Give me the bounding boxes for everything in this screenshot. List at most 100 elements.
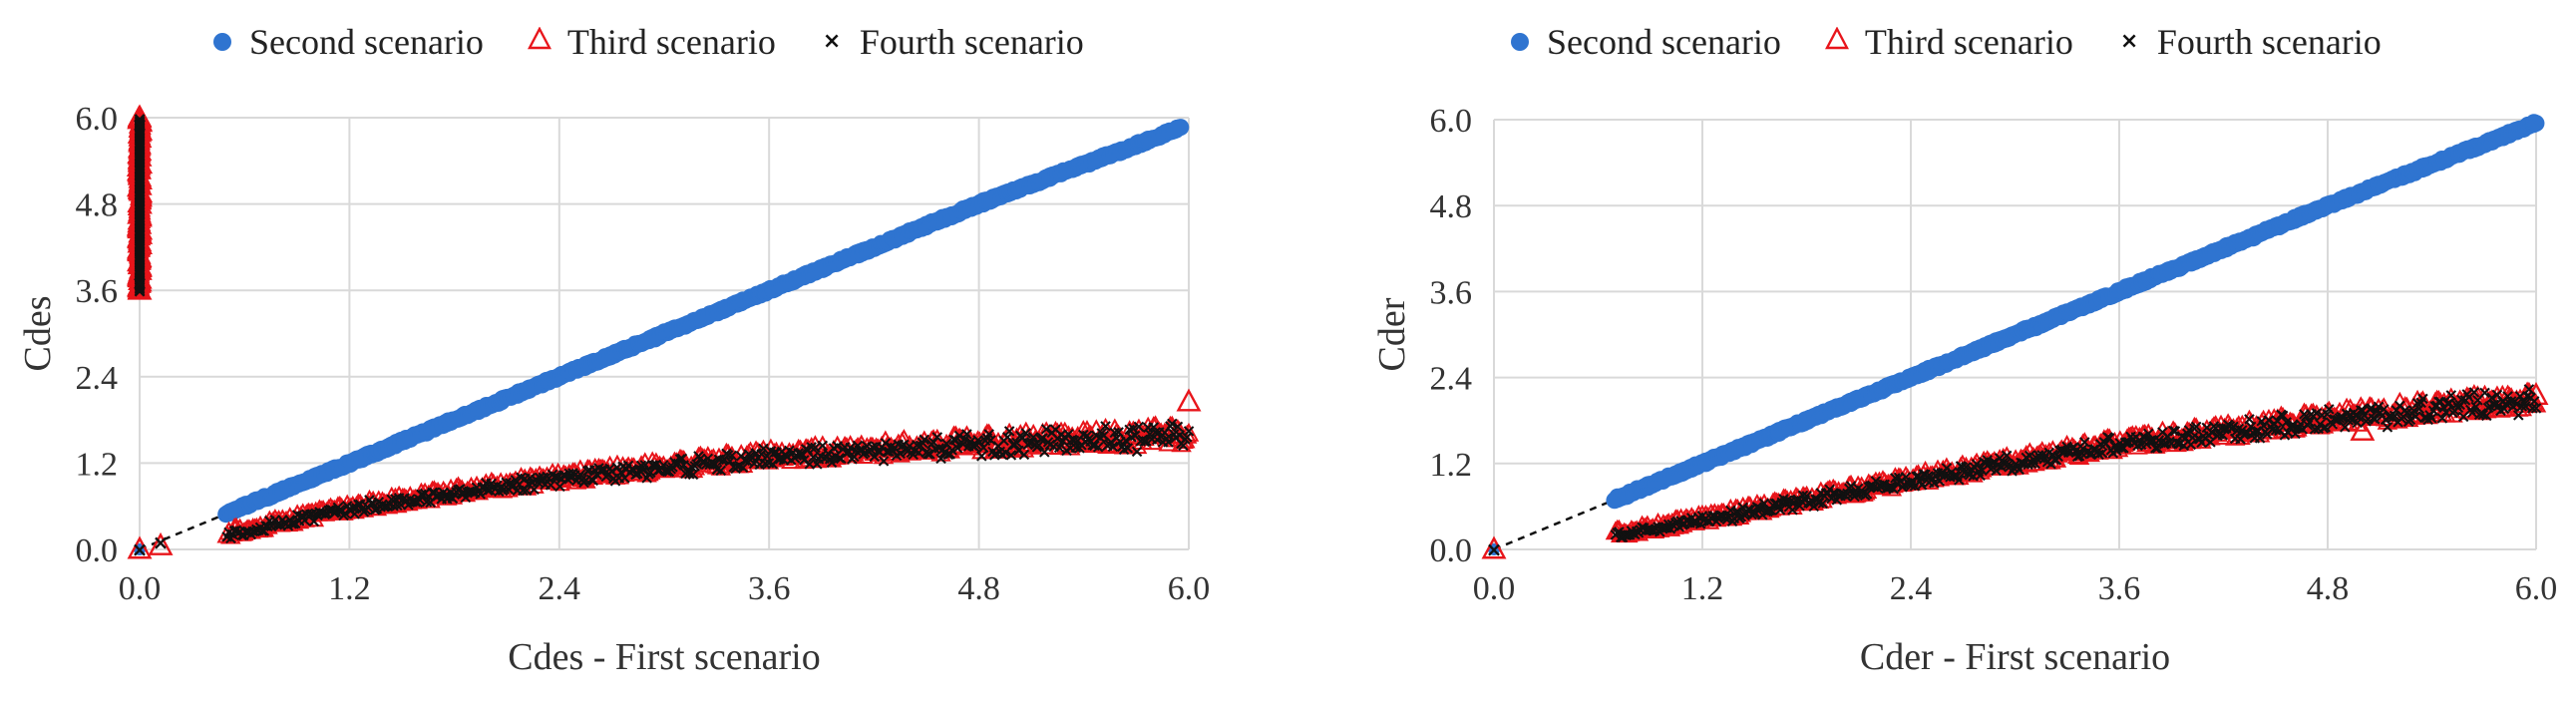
data-point-fourth: × xyxy=(423,492,438,513)
legend-item-third: Third scenario xyxy=(527,21,776,63)
data-point-fourth: × xyxy=(767,443,782,464)
data-point-fourth: × xyxy=(875,437,890,458)
data-point-fourth: × xyxy=(256,521,271,541)
data-point-fourth: × xyxy=(676,455,691,476)
data-point-fourth: × xyxy=(267,510,282,530)
data-point-fourth: × xyxy=(132,206,147,227)
x-axis-title: Cder - First scenario xyxy=(1860,636,2170,678)
data-point-fourth: × xyxy=(556,465,571,486)
data-point-fourth: × xyxy=(334,501,349,522)
x-tick-label: 4.8 xyxy=(2307,570,2350,607)
data-point-fourth: × xyxy=(290,505,305,526)
data-point-fourth: × xyxy=(444,482,459,503)
x-tick-label: 3.6 xyxy=(748,570,791,607)
data-point-fourth: × xyxy=(338,503,353,524)
data-point-fourth: × xyxy=(1165,413,1180,434)
data-point-fourth: × xyxy=(310,506,325,527)
data-point-fourth: × xyxy=(878,433,893,454)
data-point-fourth: × xyxy=(893,443,908,464)
data-point-fourth: × xyxy=(574,470,589,491)
data-point-fourth: × xyxy=(1050,429,1065,450)
data-point-fourth: × xyxy=(336,505,351,526)
data-point-fourth: × xyxy=(475,478,490,499)
data-point-fourth: × xyxy=(490,475,505,496)
data-point-fourth: × xyxy=(525,473,540,494)
data-point-fourth: × xyxy=(132,275,147,296)
data-point-fourth: × xyxy=(695,452,710,473)
data-point-fourth: × xyxy=(1157,423,1172,444)
data-point-fourth: × xyxy=(587,460,602,481)
data-point-fourth: × xyxy=(236,525,251,545)
data-point-fourth: × xyxy=(132,155,147,176)
data-point-fourth: × xyxy=(784,450,799,471)
data-point-fourth: × xyxy=(464,481,479,502)
data-point-fourth: × xyxy=(132,262,147,283)
data-point-fourth: × xyxy=(458,488,473,509)
data-point-fourth: × xyxy=(1028,435,1043,456)
data-point-fourth: × xyxy=(637,455,652,476)
data-point-fourth: × xyxy=(132,125,147,146)
data-point-fourth: × xyxy=(132,255,147,276)
x-tick-label: 2.4 xyxy=(539,570,581,607)
data-point-fourth: × xyxy=(1172,425,1187,446)
data-point-fourth: × xyxy=(251,520,266,540)
data-point-fourth: × xyxy=(706,453,721,474)
data-point-fourth: × xyxy=(808,437,823,458)
data-point-fourth: × xyxy=(132,228,147,249)
data-point-fourth: × xyxy=(275,510,290,530)
data-point-fourth: × xyxy=(245,521,260,541)
data-point-fourth: × xyxy=(1176,435,1191,456)
x-marker-icon: × xyxy=(822,29,842,54)
data-point-fourth: × xyxy=(505,476,520,497)
data-point-fourth: × xyxy=(658,460,673,481)
data-point-fourth: × xyxy=(132,128,147,149)
data-point-fourth: × xyxy=(132,165,147,185)
data-point-fourth: × xyxy=(1044,422,1059,443)
data-point-fourth: × xyxy=(238,522,253,542)
data-point-fourth: × xyxy=(611,468,626,489)
data-point-fourth: × xyxy=(132,229,147,250)
data-point-fourth: × xyxy=(473,484,488,505)
data-point-fourth: × xyxy=(538,475,552,496)
data-point-fourth: × xyxy=(132,183,147,204)
data-point-fourth: × xyxy=(964,435,979,456)
data-point-fourth: × xyxy=(1131,417,1146,438)
data-point-fourth: × xyxy=(1126,419,1141,440)
data-point-fourth: × xyxy=(1057,427,1072,448)
data-point-fourth: × xyxy=(342,499,357,520)
data-point-fourth: × xyxy=(966,436,981,457)
data-point-fourth: × xyxy=(1486,537,1503,561)
data-point-fourth: × xyxy=(886,440,901,461)
data-point-fourth: × xyxy=(427,483,442,504)
data-point-fourth: × xyxy=(1092,427,1107,448)
data-point-fourth: × xyxy=(260,516,275,536)
data-point-fourth: × xyxy=(602,459,617,480)
data-point-fourth: × xyxy=(628,465,643,486)
data-point-fourth: × xyxy=(687,456,702,477)
data-point-fourth: × xyxy=(700,449,715,470)
data-point-fourth: × xyxy=(1159,428,1174,449)
data-point-third xyxy=(697,445,719,465)
data-point-fourth: × xyxy=(1109,428,1124,449)
data-point-fourth: × xyxy=(456,483,471,504)
data-point-fourth: × xyxy=(232,521,247,541)
data-point-fourth: × xyxy=(806,447,821,468)
data-point-fourth: × xyxy=(132,134,147,155)
data-point-fourth: × xyxy=(1026,427,1041,448)
y-tick-label: 2.4 xyxy=(76,360,119,397)
y-tick-label: 3.6 xyxy=(1430,274,1473,311)
data-point-fourth: × xyxy=(810,454,825,475)
data-point-fourth: × xyxy=(153,530,170,554)
data-point-fourth: × xyxy=(406,491,421,512)
data-point-fourth: × xyxy=(132,148,147,169)
data-point-fourth: × xyxy=(904,443,919,464)
triangle-marker-icon xyxy=(527,27,553,57)
data-point-fourth: × xyxy=(869,437,884,458)
data-point-fourth: × xyxy=(132,171,147,191)
data-point-fourth: × xyxy=(992,441,1007,462)
data-point-fourth: × xyxy=(915,432,929,453)
data-point-fourth: × xyxy=(582,460,597,481)
data-point-fourth: × xyxy=(698,454,713,475)
data-point-fourth: × xyxy=(132,170,147,190)
data-point-fourth: × xyxy=(583,469,598,490)
